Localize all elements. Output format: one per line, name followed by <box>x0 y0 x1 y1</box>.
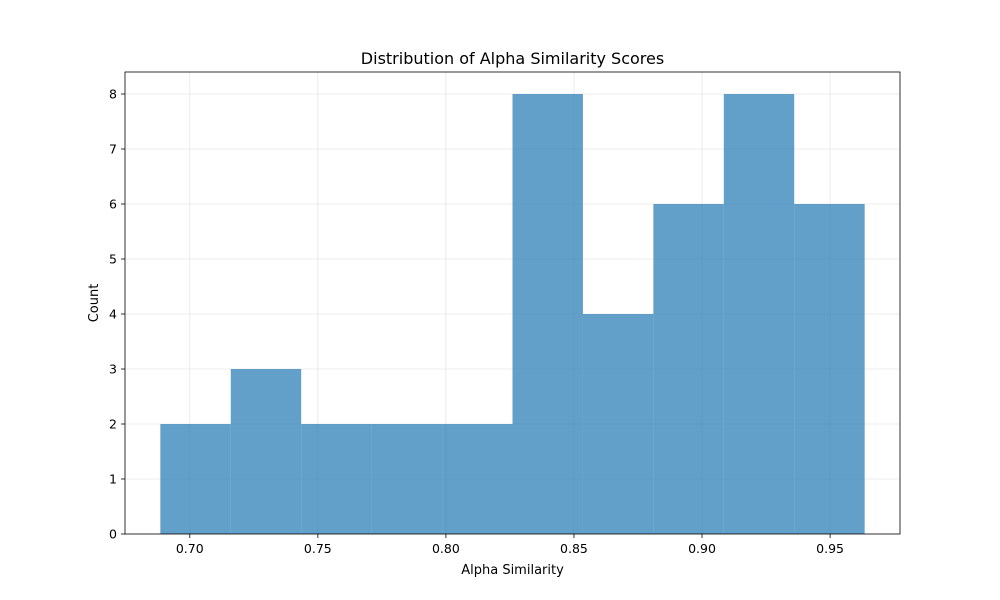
plot-frame <box>124 71 901 535</box>
x-tick-label-0: 0.70 <box>176 541 204 556</box>
y-tick-label-0: 0 <box>109 527 117 542</box>
histogram-bar-4 <box>442 424 513 534</box>
x-tick-label-5: 0.95 <box>816 541 844 556</box>
histogram-bars <box>160 94 865 534</box>
y-tick-label-8: 8 <box>109 87 117 102</box>
histogram-bar-7 <box>653 204 724 534</box>
y-tick-label-6: 6 <box>109 197 117 212</box>
x-axis-label: Alpha Similarity <box>461 563 564 578</box>
histogram-bar-1 <box>230 369 302 534</box>
y-tick-label-4: 4 <box>109 307 117 322</box>
x-tick-label-4: 0.90 <box>688 541 716 556</box>
chart-title: Distribution of Alpha Similarity Scores <box>361 49 664 68</box>
y-tick-label-7: 7 <box>109 142 117 157</box>
histogram-bar-5 <box>512 94 583 534</box>
axis-ticks: 0.70 0.75 0.80 0.85 0.90 0.95 0 1 2 3 4 5 6 7 8 <box>109 87 844 557</box>
histogram-bar-0 <box>160 424 231 534</box>
y-tick-label-3: 3 <box>109 362 117 377</box>
histogram-bar-8 <box>723 94 795 534</box>
x-tick-label-1: 0.75 <box>304 541 332 556</box>
y-tick-label-1: 1 <box>109 472 117 487</box>
histogram-bar-6 <box>582 314 654 534</box>
histogram-bar-9 <box>794 204 865 534</box>
y-tick-label-5: 5 <box>109 252 117 267</box>
y-tick-label-2: 2 <box>109 417 117 432</box>
histogram-bar-2 <box>301 424 372 534</box>
x-tick-label-2: 0.80 <box>432 541 460 556</box>
y-axis-label: Count <box>87 284 102 323</box>
histogram-bar-3 <box>371 424 443 534</box>
x-tick-label-3: 0.85 <box>560 541 588 556</box>
